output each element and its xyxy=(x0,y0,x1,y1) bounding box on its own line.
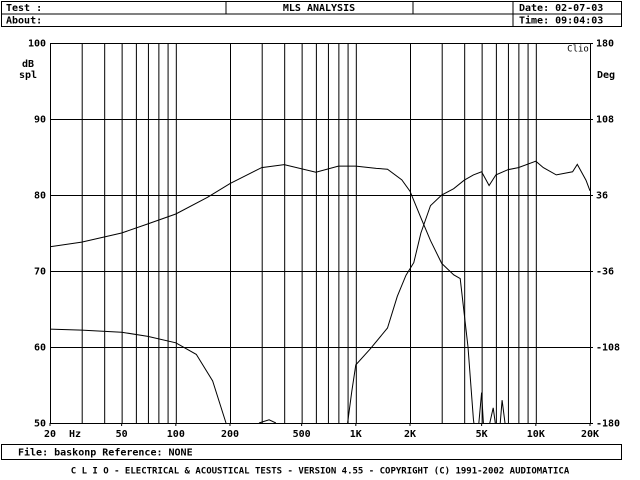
about-label: About: xyxy=(6,16,42,27)
x-tick-label: 2K xyxy=(404,429,416,440)
x-tick-label: 5K xyxy=(476,429,488,440)
date: Date: 02-07-03 xyxy=(519,3,603,14)
y2-tick-label: 36 xyxy=(596,191,608,202)
y-tick-label: 90 xyxy=(34,115,46,126)
time: Time: 09:04:03 xyxy=(519,15,603,27)
footer-box xyxy=(1,444,622,460)
y-axis-label: dB xyxy=(22,59,34,70)
corner-label: Clio xyxy=(567,45,589,55)
credits: C L I O - ELECTRICAL & ACOUSTICAL TESTS … xyxy=(71,467,570,477)
chart-title: MLS ANALYSIS xyxy=(283,3,355,14)
y-tick-label: 50 xyxy=(34,419,46,430)
y-tick-label: 80 xyxy=(34,191,46,202)
y-tick-label: 60 xyxy=(34,343,46,354)
x-axis-label: Hz xyxy=(69,429,81,440)
x-tick-label: 1K xyxy=(350,429,362,440)
plot-frame xyxy=(50,43,591,424)
file-label: File: baskonp Reference: NONE xyxy=(18,447,193,459)
x-tick-label: 10K xyxy=(527,429,545,440)
x-tick-label: 20K xyxy=(581,429,599,440)
x-tick-label: 50 xyxy=(116,429,128,440)
y2-tick-label: 108 xyxy=(596,115,614,126)
test-label: Test : xyxy=(6,3,42,14)
y-axis-label: spl xyxy=(19,70,37,81)
y2-axis-label: Deg xyxy=(597,70,615,81)
data-line xyxy=(50,164,506,423)
plot-area xyxy=(50,160,590,423)
x-tick-label: 200 xyxy=(221,429,239,440)
x-tick-label: 100 xyxy=(167,429,185,440)
data-line xyxy=(50,160,590,423)
y-tick-label: 100 xyxy=(28,39,46,50)
y2-tick-label: 180 xyxy=(596,39,614,50)
x-tick-label: 20 xyxy=(44,429,56,440)
y2-tick-label: -108 xyxy=(596,343,620,354)
y2-tick-label: -180 xyxy=(596,419,620,430)
y-tick-label: 70 xyxy=(34,267,46,278)
x-tick-label: 500 xyxy=(293,429,311,440)
y2-tick-label: -36 xyxy=(596,267,614,278)
